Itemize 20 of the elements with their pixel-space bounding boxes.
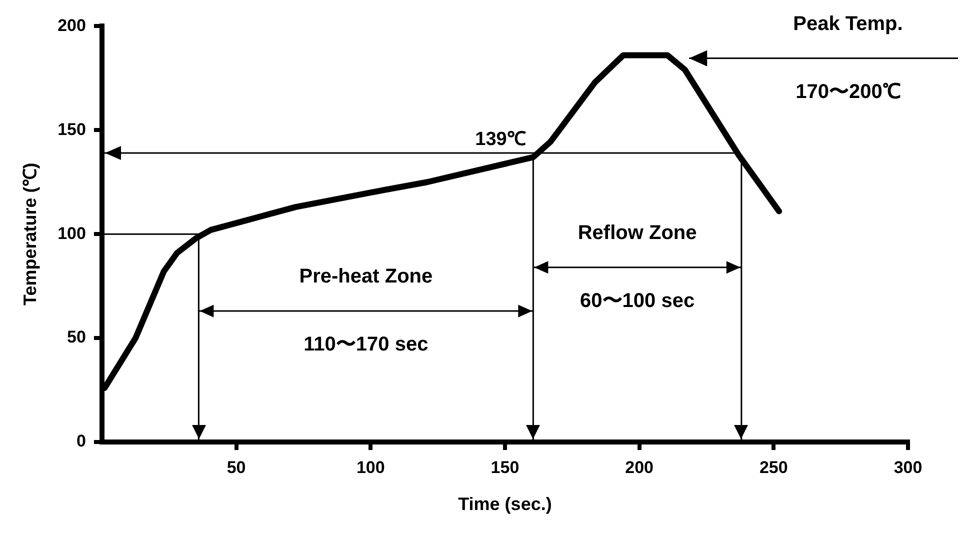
- x-axis-title: Time (sec.): [458, 494, 552, 514]
- y-axis-title: Temperature (℃): [20, 162, 40, 306]
- x-tick-label: 300: [894, 458, 922, 477]
- y-tick-label: 150: [58, 120, 86, 139]
- y-tick-label: 0: [76, 432, 86, 451]
- annotation: 110〜170 sec: [304, 334, 428, 356]
- x-tick-label: 100: [356, 458, 385, 477]
- x-tick-label: 200: [625, 458, 654, 477]
- x-tick-label: 150: [490, 458, 520, 477]
- annotation: 60〜100 sec: [580, 290, 695, 312]
- annotation: Peak Temp.: [793, 12, 903, 35]
- annotation: 170〜200℃: [796, 80, 900, 103]
- annotation: Pre-heat Zone: [299, 266, 433, 288]
- ref-line-label: 139℃: [475, 128, 526, 150]
- y-tick-label: 50: [67, 328, 86, 347]
- x-tick-label: 250: [759, 458, 788, 477]
- annotation: Reflow Zone: [578, 222, 697, 244]
- y-tick-label: 200: [58, 16, 86, 35]
- x-tick-label: 50: [226, 458, 246, 477]
- y-tick-label: 100: [58, 224, 86, 243]
